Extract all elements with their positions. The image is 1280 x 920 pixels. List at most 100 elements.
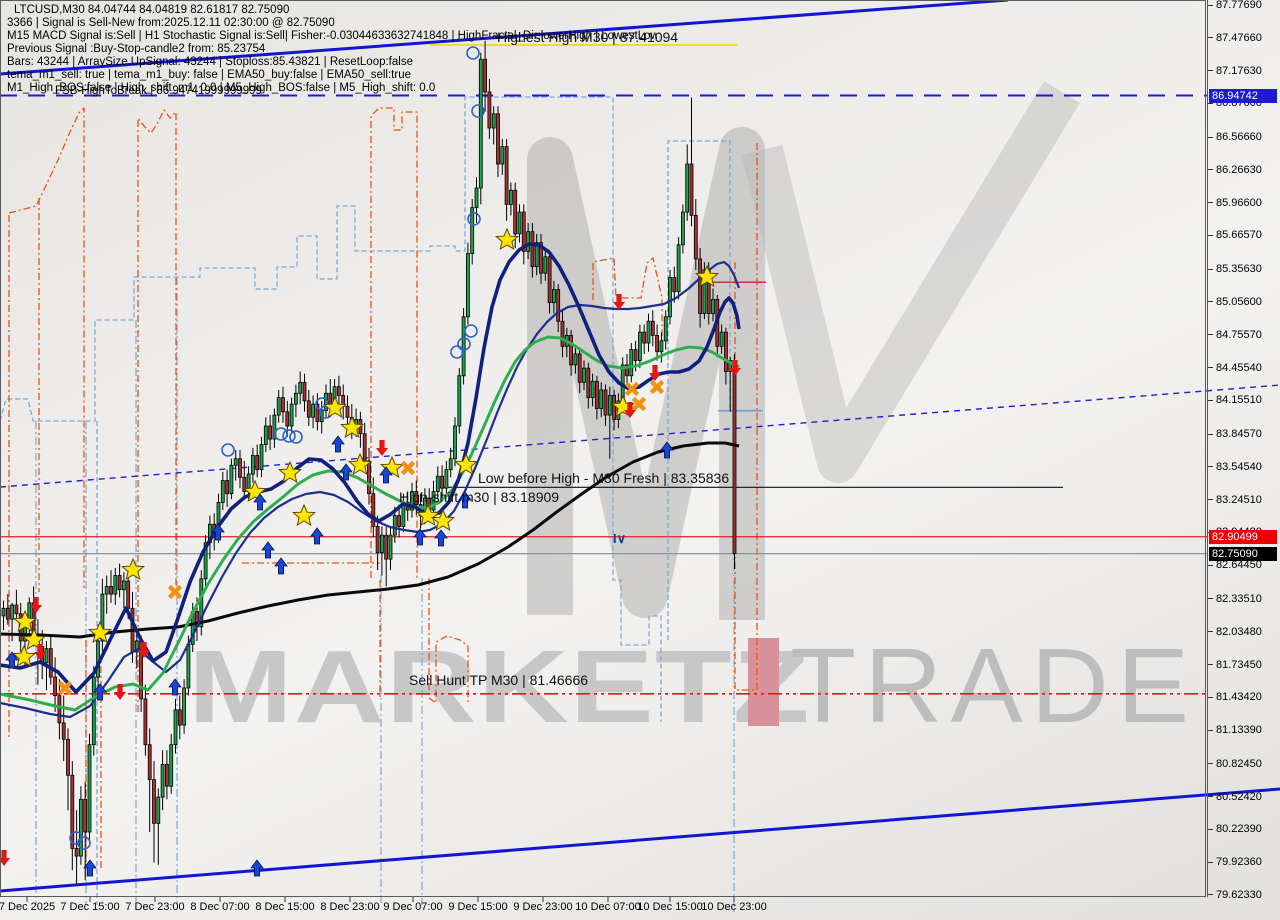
watermark-brand-left: MARKETZ [188, 629, 811, 744]
sell-arrow-icon [376, 440, 388, 456]
price-tick [1208, 631, 1213, 633]
star-signal-icon [453, 452, 479, 476]
buy-arrow-icon [83, 859, 97, 877]
price-axis-label: 83.24510 [1216, 493, 1262, 506]
annotation-session-mark: I∨ [613, 531, 627, 546]
info-line-7: FSB-HighToBreak | 86.94741999999999 [55, 85, 262, 97]
price-axis-label: 84.45540 [1216, 361, 1262, 374]
price-tag-82.90499: 82.90499 [1209, 529, 1277, 544]
price-axis-label: 80.82450 [1216, 757, 1262, 770]
buy-arrow-icon [434, 529, 448, 547]
price-tick [1208, 334, 1213, 336]
star-signal-icon [322, 395, 348, 419]
info-line-0: LTCUSD,M30 84.04744 84.04819 82.61817 82… [14, 4, 290, 16]
signal-circle-icon [282, 429, 296, 443]
price-axis-label: 84.75570 [1216, 328, 1262, 341]
time-axis-label: 10 Dec 23:00 [701, 901, 767, 913]
x-signal-icon [632, 397, 646, 411]
price-axis-label: 79.92360 [1216, 856, 1262, 869]
price-axis-label: 84.15510 [1216, 394, 1262, 407]
buy-arrow-icon [211, 523, 225, 541]
price-axis-label: 80.22390 [1216, 823, 1262, 836]
time-axis-label: 7 Dec 15:00 [60, 901, 120, 913]
price-tick [1208, 433, 1213, 435]
x-signal-icon [401, 461, 415, 475]
price-axis-label: 85.96600 [1216, 196, 1262, 209]
time-axis-label: 10 Dec 07:00 [575, 901, 641, 913]
time-axis[interactable]: 7 Dec 2025 7 Dec 15:00 7 Dec 23:00 8 Dec 07… [0, 897, 1207, 920]
buy-arrow-icon [310, 527, 324, 545]
price-tag-86.94742: 86.94742 [1209, 88, 1277, 103]
price-tick [1208, 598, 1213, 600]
time-axis-label: 8 Dec 23:00 [320, 901, 380, 913]
price-axis-label: 81.43420 [1216, 691, 1262, 704]
price-axis-label: 85.35630 [1216, 263, 1262, 276]
sell-arrow-icon [34, 644, 46, 660]
buy-arrow-icon [274, 557, 288, 575]
signal-circle-icon [464, 324, 478, 338]
candles [1, 40, 737, 885]
sell-arrow-icon [649, 365, 661, 381]
signal-circle-icon [289, 430, 303, 444]
price-axis-label: 81.73450 [1216, 658, 1262, 671]
price-axis-label: 83.54540 [1216, 460, 1262, 473]
signal-circle-icon [274, 427, 288, 441]
annotation-high-shift: High-shift m30 | 83.18909 [399, 489, 560, 505]
price-tick [1208, 499, 1213, 501]
price-axis-label: 82.33510 [1216, 592, 1262, 605]
time-axis-label: 7 Dec 2025 [0, 901, 56, 913]
price-axis[interactable]: 87.77690 87.47660 87.17630 86.87600 86.56660… [1207, 0, 1280, 901]
fractal-stepline [667, 140, 731, 640]
price-tick [1208, 729, 1213, 731]
buy-arrow-icon [339, 463, 353, 481]
ma-black [0, 441, 740, 639]
price-tick [1208, 828, 1213, 830]
buy-arrow-icon [93, 683, 107, 701]
star-signal-icon [291, 503, 317, 527]
star-signal-icon [415, 503, 441, 527]
signal-circle-icon [471, 104, 485, 118]
price-tag-82.75090: 82.75090 [1209, 546, 1277, 561]
price-tick [1208, 268, 1213, 270]
watermark-swoosh [741, 81, 1080, 483]
sell-arrow-icon [30, 597, 42, 613]
star-signal-icon [339, 415, 365, 439]
envelope-band [137, 109, 177, 712]
sell-arrow-icon [613, 294, 625, 310]
price-axis-label: 82.03480 [1216, 625, 1262, 638]
time-axis-label: 9 Dec 15:00 [448, 901, 508, 913]
buy-arrow-icon [250, 859, 264, 877]
price-tick [1208, 102, 1213, 104]
star-signal-icon [494, 227, 520, 251]
mid-trend [0, 384, 1280, 488]
envelope-band [428, 578, 469, 704]
price-tick [1208, 894, 1213, 896]
buy-arrow-icon [413, 528, 427, 546]
star-signal-icon [12, 609, 38, 633]
annotation-highest-high: Highest High M30 | 87.41094 [497, 29, 679, 45]
star-signal-icon [347, 452, 373, 476]
buy-arrow-icon [5, 651, 19, 669]
time-axis-label: 7 Dec 23:00 [125, 901, 185, 913]
signal-circle-icon [467, 212, 481, 226]
buy-arrow-icon [168, 678, 182, 696]
time-axis-label: 10 Dec 15:00 [637, 901, 703, 913]
info-line-5: tema_m1_sell: true | tema_m1_buy: false … [7, 69, 411, 81]
sell-arrow-icon [0, 850, 10, 866]
buy-arrow-icon [253, 493, 267, 511]
price-tick [1208, 4, 1213, 6]
info-line-1: 3366 | Signal is Sell-New from:2025.12.1… [7, 17, 335, 29]
price-axis-label: 87.77690 [1216, 0, 1262, 11]
price-axis-label: 87.17630 [1216, 64, 1262, 77]
star-signal-icon [87, 620, 113, 644]
time-axis-label: 8 Dec 15:00 [255, 901, 315, 913]
star-signal-icon [11, 644, 37, 668]
price-tick [1208, 696, 1213, 698]
price-tick [1208, 136, 1213, 138]
sell-arrow-icon [729, 360, 741, 376]
info-line-6: M1_High_BOS:false | High_shift_m1: 0.0 |… [7, 82, 436, 94]
price-tick [1208, 367, 1213, 369]
signal-circle-icon [77, 836, 91, 850]
buy-arrow-icon [331, 435, 345, 453]
